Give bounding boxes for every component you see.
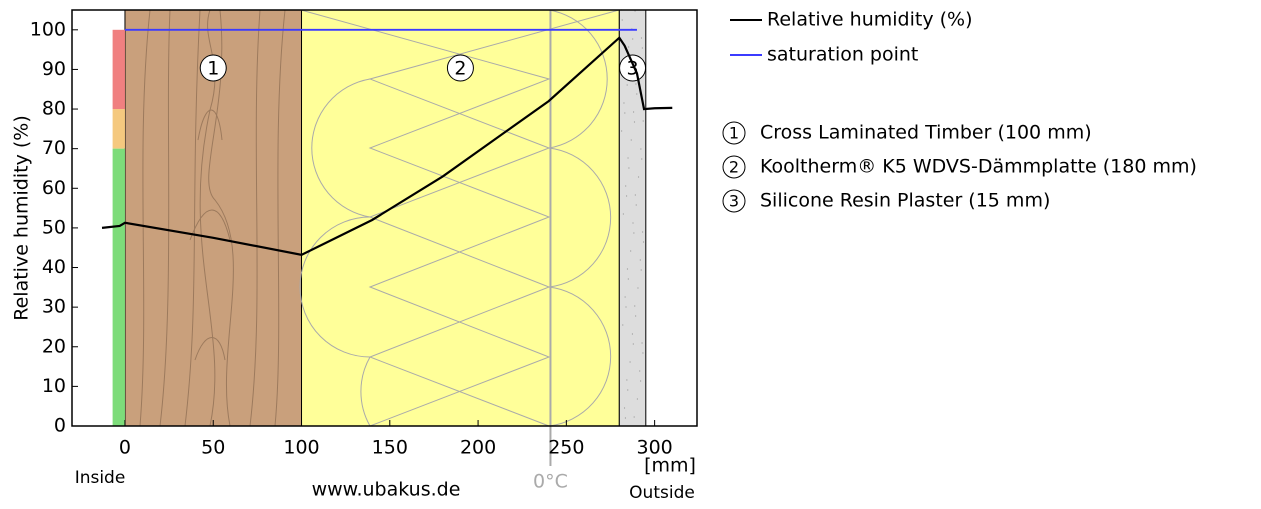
plaster-dot [636,204,637,205]
plaster-dot [622,19,623,20]
plaster-dot [638,176,639,177]
y-tick-label: 60 [42,177,66,199]
plaster-dot [635,83,636,84]
y-tick-label: 20 [42,335,66,357]
legend-label: saturation point [767,44,918,66]
plaster-dot [623,213,624,214]
plaster-dot [621,130,622,131]
y-tick-label: 10 [42,375,66,397]
legend-label: Relative humidity (%) [767,9,972,31]
chart: 123 Relative humidity (%) [mm] Inside Ou… [0,0,1261,505]
legend-layer-number: 3 [729,192,739,211]
plaster-dot [634,416,635,417]
plaster-dot [628,278,629,279]
page: {"chart_data": {"type": "line", "y_label… [0,0,1261,509]
x-tick-label: 300 [636,437,672,459]
x-tick-label: 150 [372,437,408,459]
y-tick-label: 80 [42,98,66,120]
plaster-dot [635,315,636,316]
plaster-dot [631,139,632,140]
plaster-dot [637,398,638,399]
plaster-dot [628,46,629,47]
legend-layer-number: 1 [729,124,739,143]
plaster-dot [632,333,633,334]
plaster-dot [641,269,642,270]
y-tick-label: 90 [42,58,66,80]
plaster-dot [636,93,637,94]
y-tick-label: 70 [42,137,66,159]
legend-layer-name: Cross Laminated Timber (100 mm) [760,122,1092,144]
y-tick-label: 30 [42,296,66,318]
plaster-dot [625,417,626,418]
outside-label: Outside [629,483,695,503]
plaster-dot [635,194,636,195]
plaster-dot [640,148,641,149]
inside-label: Inside [75,468,126,488]
plaster-dot [624,112,625,113]
plaster-dot [641,158,642,159]
plaster-dot [625,185,626,186]
x-tick-label: 200 [460,437,496,459]
plaster-dot [623,102,624,103]
y-tick-label: 50 [42,216,66,238]
plaster-dot [643,120,644,121]
watermark: www.ubakus.de [312,479,461,501]
plaster-dot [639,370,640,371]
plaster-dot [626,379,627,380]
plaster-dot [640,259,641,260]
plaster-dot [632,222,633,223]
plaster-dot [627,84,628,85]
plaster-dot [624,407,625,408]
plaster-dot [628,167,629,168]
plaster-dot [642,352,643,353]
freezing-label: 0°C [533,471,568,493]
y-tick-label: 0 [54,415,66,437]
layer-number: 2 [454,58,466,80]
x-tick-label: 50 [201,437,225,459]
y-axis-label: Relative humidity (%) [11,115,33,320]
plaster-dot [625,306,626,307]
legend-layer-name: Kooltherm® K5 WDVS-Dämmplatte (180 mm) [760,156,1197,178]
plaster-dot [625,296,626,297]
plaster-dot [643,241,644,242]
plaster-dot [641,37,642,38]
plaster-dot [640,380,641,381]
plaster-dot [637,287,638,288]
layer-number: 1 [207,58,219,80]
plaster-dot [622,324,623,325]
x-tick-label: 0 [119,437,131,459]
plaster-dot [633,232,634,233]
plaster-dot [629,361,630,362]
plaster-dot [627,157,628,158]
plaster-dot [627,268,628,269]
plaster-dot [627,389,628,390]
plaster-dot [632,38,633,39]
legend-layer-name: Silicone Resin Plaster (15 mm) [760,190,1050,212]
plaster-dot [630,250,631,251]
humidity-zone [113,109,125,149]
plaster-dot [626,195,627,196]
humidity-zone [113,30,125,109]
plaster-dot [641,342,642,343]
humidity-zone [113,149,125,426]
x-tick-label: 250 [548,437,584,459]
plaster-dot [642,47,643,48]
plaster-dot [642,231,643,232]
y-tick-label: 100 [30,18,66,40]
x-tick-label: 100 [283,437,319,459]
plaster-dot [634,121,635,122]
y-tick-label: 40 [42,256,66,278]
plaster-dot [633,111,634,112]
legend-layer-number: 2 [729,158,739,177]
plaster-dot [634,305,635,306]
plaster-dot [633,343,634,344]
